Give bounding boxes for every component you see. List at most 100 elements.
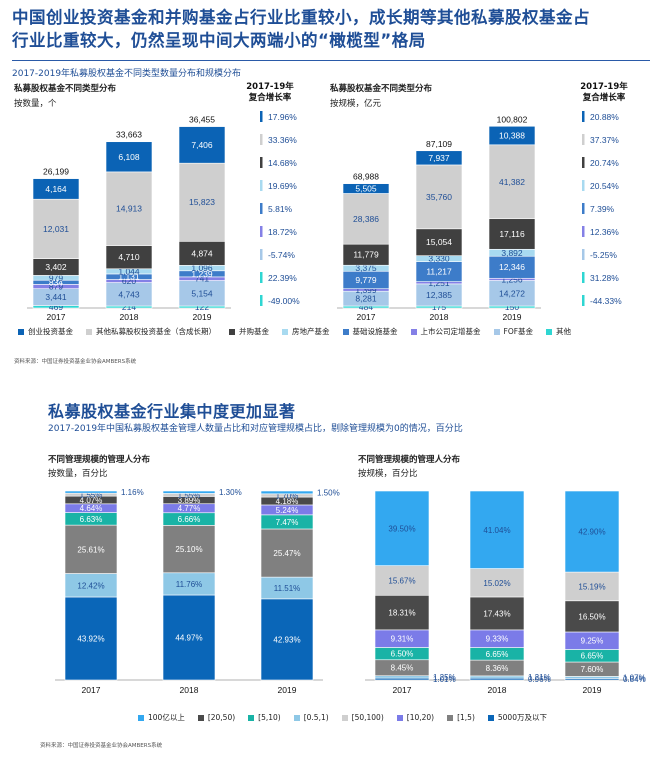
chart2-data-label: 3,330 xyxy=(428,254,450,264)
chart2-bar-2019-seg xyxy=(488,218,536,250)
chart2-bar-2019-seg xyxy=(488,280,536,307)
chart2-cagr-header: 2017-19年 复合增长率 xyxy=(572,82,636,104)
chart3-bar-2019-seg xyxy=(260,490,314,495)
chart2-data-label: 1,399 xyxy=(355,285,377,295)
chart2-data-label: 41,382 xyxy=(499,177,525,187)
chart4-data-label: 9.31% xyxy=(391,635,414,644)
legend2-item: 5000万及以下 xyxy=(487,712,547,723)
page-subtitle: 2017-2019年私募股权基金不同类型数量分布和规模分布 xyxy=(12,69,242,79)
chart1-data-label: 4,874 xyxy=(191,248,213,258)
legend2-swatch xyxy=(138,715,144,721)
chart1-bar-2019-seg xyxy=(178,240,226,266)
legend2-item: [50,100) xyxy=(341,713,384,722)
chart4-unit: 按规模，百分比 xyxy=(358,469,418,479)
legend2-label: [10,20) xyxy=(406,713,435,722)
chart3-data-label: 1.55% xyxy=(80,491,103,500)
chart2-data-label: 11,779 xyxy=(353,250,379,260)
chart3-data-label: 11.51% xyxy=(274,584,301,593)
chart3-x-tick-label: 2018 xyxy=(180,685,199,695)
chart2-cagr-marker xyxy=(582,226,585,237)
chart2-data-label: 3,375 xyxy=(355,263,377,273)
legend2-item: [1,5) xyxy=(447,713,475,722)
chart3-data-label: 1.50% xyxy=(317,488,340,497)
chart2-data-label: 11,217 xyxy=(426,267,452,277)
chart1-data-label: 741 xyxy=(195,274,209,284)
legend2-item: [0.5,1) xyxy=(293,713,329,722)
chart2-cagr-value: 12.36% xyxy=(590,227,619,237)
chart3-data-label: 6.66% xyxy=(178,515,201,524)
chart1-unit: 按数量，个 xyxy=(14,99,57,109)
chart2-data-label: 5,505 xyxy=(355,184,377,194)
chart2-x-tick-label: 2019 xyxy=(503,312,522,322)
chart4-data-label: 15.19% xyxy=(578,582,605,591)
chart1-data-label: 5,154 xyxy=(191,288,213,298)
legend2-swatch xyxy=(447,715,454,721)
legend-aum-buckets: 100亿以上 [20,50) [5,10) [0.5,1) [50,100) [10,20… xyxy=(138,712,560,723)
chart1-data-label: 6,108 xyxy=(118,152,140,162)
legend1-swatch xyxy=(18,329,24,335)
chart1-cagr-value: 5.81% xyxy=(268,204,293,214)
chart4-x-tick-label: 2017 xyxy=(393,685,412,695)
legend1-swatch xyxy=(410,329,417,335)
legend1-swatch xyxy=(493,329,500,335)
chart4-bar-2018-seg xyxy=(469,490,525,569)
chart2-title: 私募股权基金不同类型分布 xyxy=(330,84,433,94)
chart2-cagr-value: -5.25% xyxy=(590,250,617,260)
chart1-title: 私募股权基金不同类型分布 xyxy=(14,84,117,94)
chart4-data-label: 8.36% xyxy=(486,664,509,673)
chart2-cagr-value: 37.37% xyxy=(590,135,619,145)
legend1-item: 上市公司定增基金 xyxy=(410,326,481,337)
legend2-label: [0.5,1) xyxy=(303,713,329,722)
legend2-label: 5000万及以下 xyxy=(497,713,547,722)
source-note-2: 资料来源：中国证券投资基金业协会AMBERS系统 xyxy=(40,743,163,749)
chart4-data-label: 16.50% xyxy=(578,612,605,621)
chart1-data-label: 1,096 xyxy=(191,263,213,273)
chart1-x-tick-label: 2017 xyxy=(47,312,66,322)
chart1-cagr-value: 19.69% xyxy=(268,181,297,191)
divider xyxy=(12,60,650,61)
chart2-cagr-marker xyxy=(582,134,585,145)
chart1-cagr-value: 18.72% xyxy=(268,227,297,237)
chart4-data-label: 9.25% xyxy=(581,637,604,646)
chart1-cagr-header: 2017-19年 复合增长率 xyxy=(240,82,300,104)
chart3-x-tick-label: 2017 xyxy=(82,685,101,695)
legend1-item: 房地产基金 xyxy=(282,326,330,337)
chart4-data-label: 9.33% xyxy=(486,635,509,644)
chart1-data-label: 122 xyxy=(195,302,209,312)
legend1-item: 其他私募股权投资基金（含成长期） xyxy=(86,326,216,337)
chart2-cagr-value: -44.33% xyxy=(590,296,622,306)
chart1-total-label: 26,199 xyxy=(43,167,69,177)
chart4-data-label: 39.50% xyxy=(388,524,415,533)
chart1-cagr-marker xyxy=(260,134,263,145)
chart2-total-label: 87,109 xyxy=(426,139,452,149)
chart3-x-tick-label: 2019 xyxy=(278,685,297,695)
chart3-data-label: 6.63% xyxy=(80,515,103,524)
legend2-item: [10,20) xyxy=(396,713,435,722)
chart4-data-label: 1.21% xyxy=(528,673,551,682)
chart2-data-label: 484 xyxy=(359,302,373,312)
chart2-data-label: 175 xyxy=(432,302,446,312)
chart4-bar-2019-seg xyxy=(564,676,620,679)
chart2-data-label: 28,386 xyxy=(353,214,379,224)
chart2-cagr-value: 7.39% xyxy=(590,204,615,214)
chart4-bar-2018-seg xyxy=(469,675,525,679)
chart2-cagr-value: 20.88% xyxy=(590,112,619,122)
chart2-cagr-value: 31.28% xyxy=(590,273,619,283)
chart4-data-label: 6.50% xyxy=(391,650,414,659)
chart4-data-label: 15.02% xyxy=(483,579,510,588)
chart1-bar-2017-seg xyxy=(32,178,80,200)
legend1-swatch xyxy=(86,329,92,335)
legend1-swatch xyxy=(229,329,235,335)
chart3-data-label: 5.24% xyxy=(276,506,299,515)
chart3-unit: 按数量，百分比 xyxy=(48,469,108,479)
chart2-cagr-marker xyxy=(582,203,585,214)
chart2-data-label: 9,779 xyxy=(355,275,377,285)
legend1-label: 房地产基金 xyxy=(292,327,330,336)
chart1-cagr-marker xyxy=(260,226,263,237)
chart2-data-label: 3,892 xyxy=(501,248,523,258)
legend2-label: [1,5) xyxy=(457,713,475,722)
chart3-data-label: 4.07% xyxy=(80,496,103,505)
legend1-item: 创业投资基金 xyxy=(18,326,73,337)
chart2-x-tick-label: 2017 xyxy=(357,312,376,322)
chart1-bar-2018-seg xyxy=(105,141,153,173)
